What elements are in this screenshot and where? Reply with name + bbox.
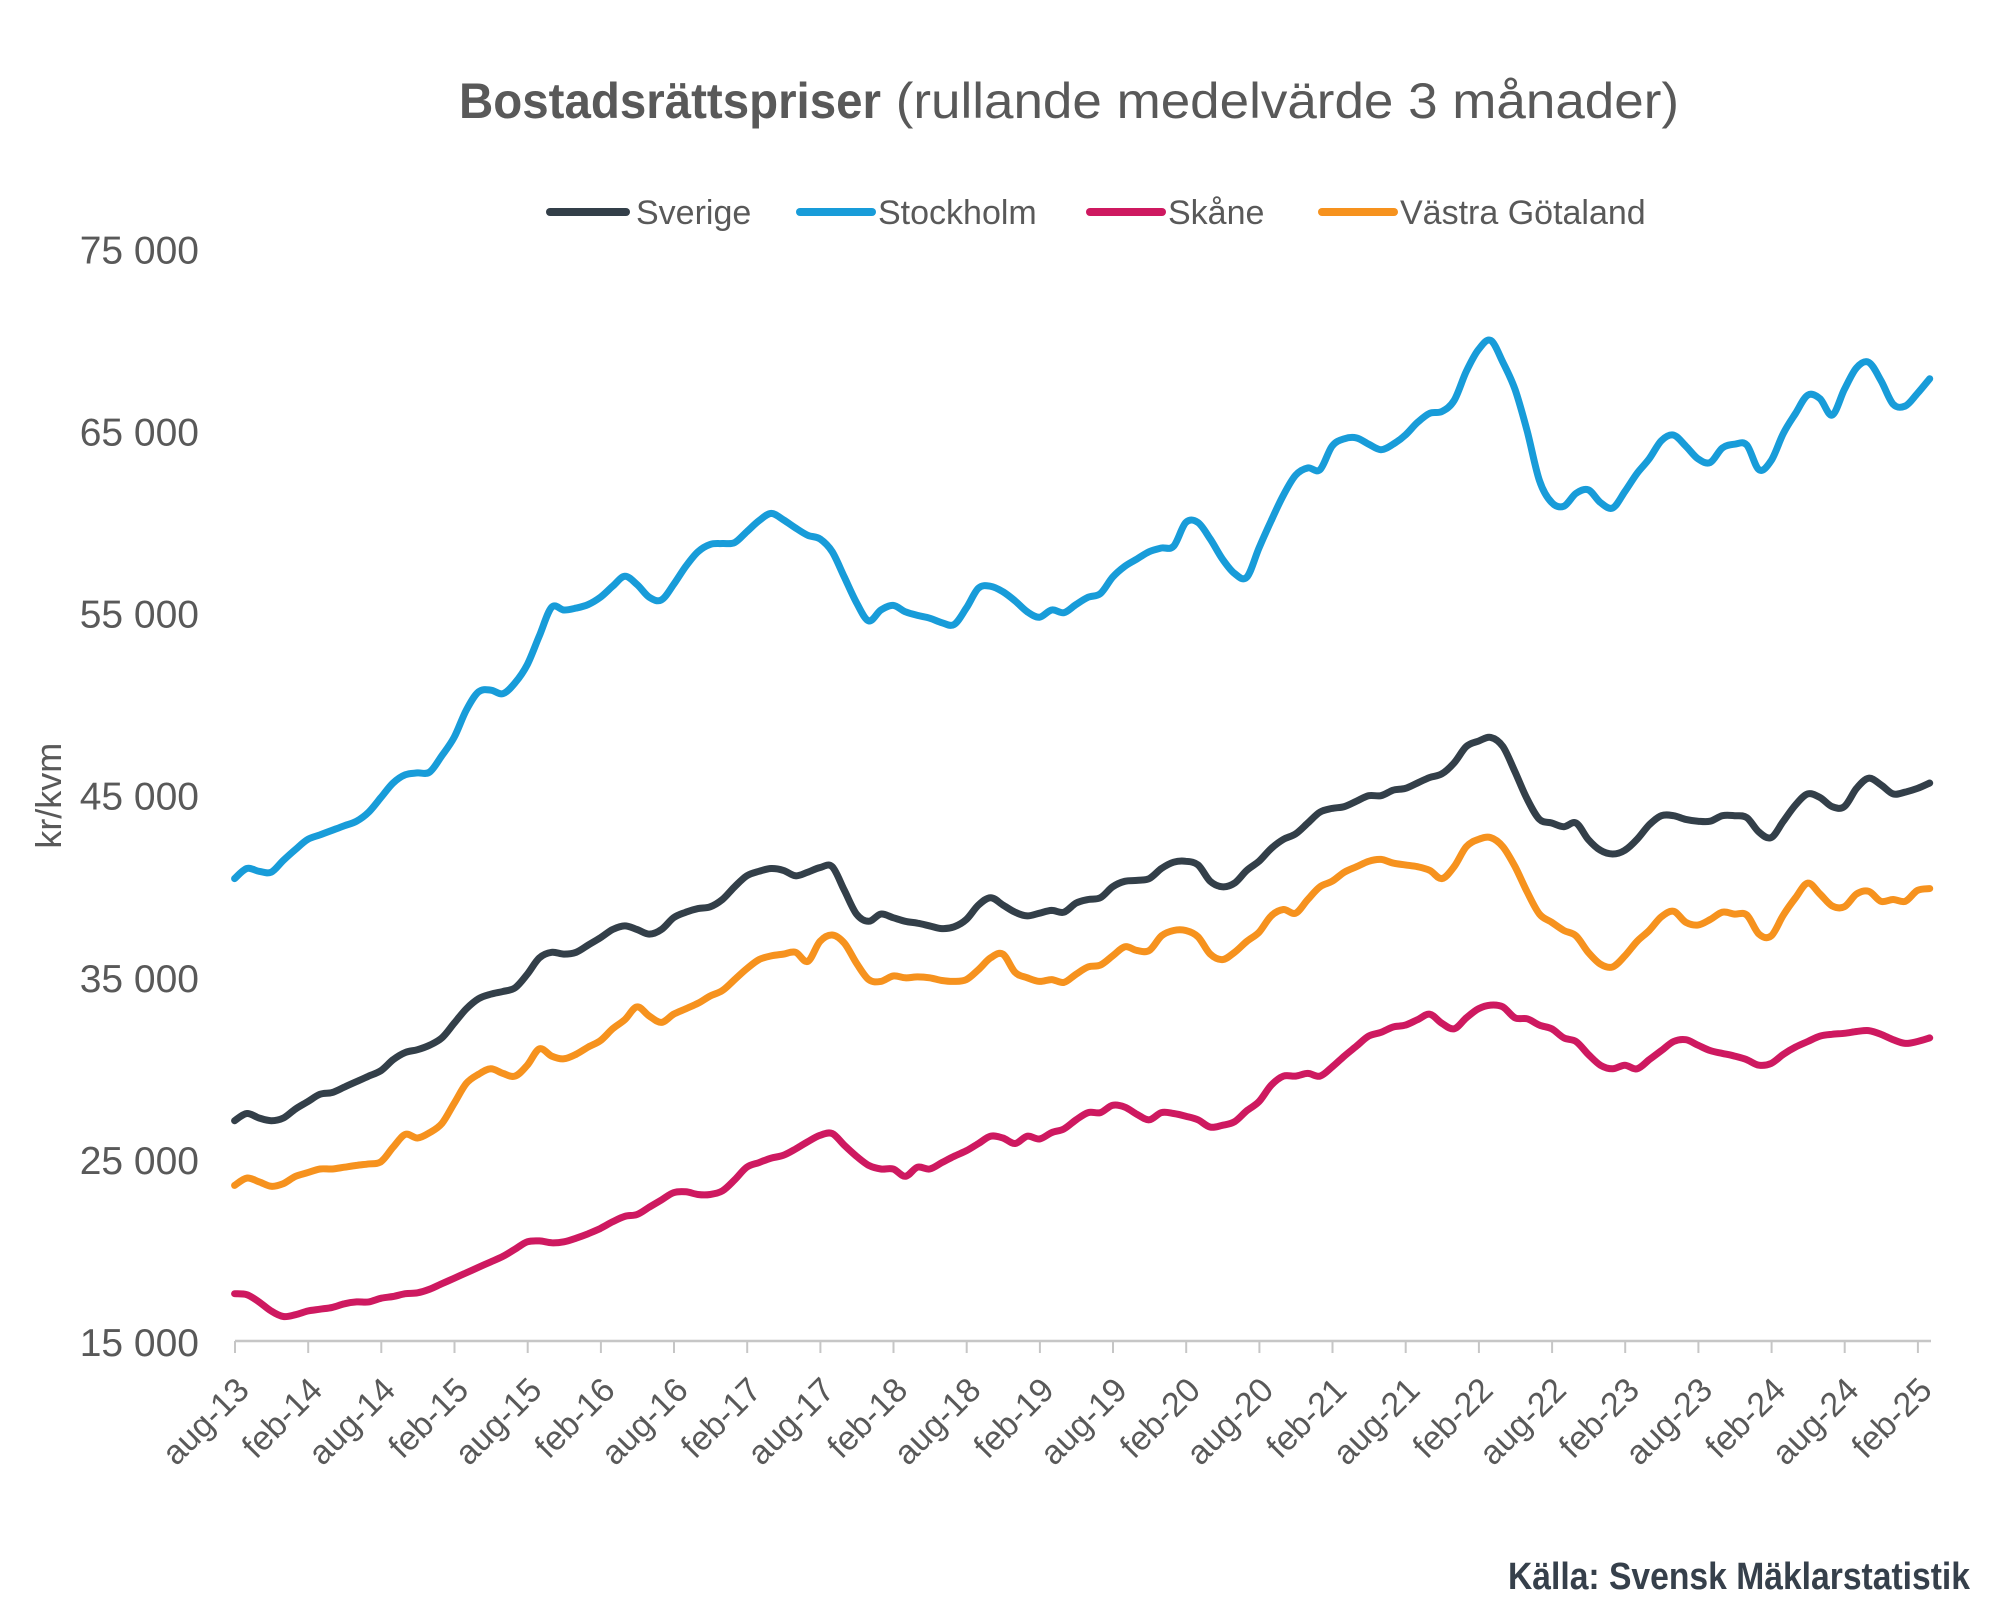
- svg-text:65 000: 65 000: [80, 412, 199, 455]
- svg-text:(rullande medelvärde 3 månader: (rullande medelvärde 3 månader): [881, 73, 1679, 129]
- svg-text:35 000: 35 000: [80, 958, 199, 1001]
- svg-text:25 000: 25 000: [80, 1140, 199, 1183]
- svg-text:Källa: Svensk Mäklarstatistik: Källa: Svensk Mäklarstatistik: [1508, 1556, 1971, 1598]
- svg-text:kr/kvm: kr/kvm: [28, 743, 69, 849]
- svg-text:15 000: 15 000: [80, 1322, 199, 1365]
- svg-text:Stockholm: Stockholm: [878, 194, 1037, 232]
- svg-text:Sverige: Sverige: [636, 194, 751, 232]
- svg-text:45 000: 45 000: [80, 776, 199, 819]
- svg-text:Bostadsrättspriser: Bostadsrättspriser: [459, 73, 881, 129]
- svg-text:Skåne: Skåne: [1168, 194, 1264, 232]
- svg-text:Västra Götaland: Västra Götaland: [1400, 194, 1646, 232]
- svg-text:75 000: 75 000: [80, 229, 199, 272]
- svg-text:55 000: 55 000: [80, 594, 199, 637]
